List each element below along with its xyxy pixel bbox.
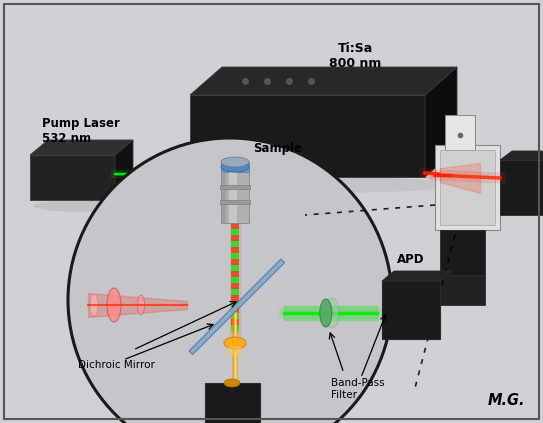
- Bar: [231, 313, 239, 319]
- Bar: [445, 115, 475, 150]
- Polygon shape: [190, 67, 457, 95]
- Bar: [231, 319, 239, 325]
- Bar: [231, 229, 239, 235]
- Bar: [440, 275, 485, 305]
- Bar: [231, 253, 239, 259]
- Bar: [231, 235, 239, 241]
- Bar: [231, 247, 239, 253]
- Bar: [231, 271, 239, 277]
- Ellipse shape: [90, 294, 98, 316]
- Text: M.G.: M.G.: [488, 393, 525, 408]
- Text: APD: APD: [397, 253, 425, 266]
- Bar: [231, 295, 239, 301]
- Ellipse shape: [320, 299, 332, 327]
- Ellipse shape: [34, 200, 127, 212]
- Bar: [205, 383, 260, 423]
- Bar: [231, 265, 239, 271]
- Bar: [221, 168, 249, 223]
- Polygon shape: [382, 271, 452, 281]
- Ellipse shape: [107, 288, 121, 322]
- Polygon shape: [189, 259, 285, 354]
- Bar: [435, 145, 500, 230]
- Ellipse shape: [224, 337, 246, 349]
- Bar: [221, 162, 249, 172]
- Text: Band-Pass
Filter: Band-Pass Filter: [331, 378, 384, 400]
- Bar: [500, 160, 543, 215]
- Circle shape: [68, 138, 392, 423]
- Bar: [231, 307, 239, 313]
- Ellipse shape: [193, 177, 452, 193]
- Bar: [231, 241, 239, 247]
- Bar: [220, 200, 250, 204]
- Ellipse shape: [137, 295, 144, 315]
- Polygon shape: [30, 140, 133, 155]
- Bar: [382, 281, 440, 339]
- Text: Pump Laser
532 nm: Pump Laser 532 nm: [42, 117, 120, 145]
- Ellipse shape: [224, 379, 240, 387]
- Text: Ti:Sa
800 nm: Ti:Sa 800 nm: [329, 42, 381, 70]
- Bar: [221, 168, 226, 223]
- Polygon shape: [115, 140, 133, 200]
- Ellipse shape: [221, 157, 249, 167]
- Bar: [30, 155, 115, 200]
- Bar: [220, 185, 250, 189]
- Bar: [231, 277, 239, 283]
- Bar: [440, 230, 485, 275]
- Bar: [190, 95, 425, 177]
- Text: Sample: Sample: [253, 142, 302, 155]
- Bar: [229, 168, 237, 223]
- Ellipse shape: [221, 162, 249, 172]
- Ellipse shape: [226, 346, 244, 356]
- Bar: [231, 289, 239, 295]
- Bar: [231, 283, 239, 289]
- Polygon shape: [500, 151, 543, 160]
- Bar: [231, 223, 239, 229]
- Bar: [231, 259, 239, 265]
- Text: Dichroic Mirror: Dichroic Mirror: [78, 360, 155, 370]
- Bar: [231, 301, 239, 307]
- Ellipse shape: [325, 298, 339, 328]
- Bar: [440, 150, 495, 225]
- Bar: [231, 325, 239, 331]
- Polygon shape: [425, 67, 457, 177]
